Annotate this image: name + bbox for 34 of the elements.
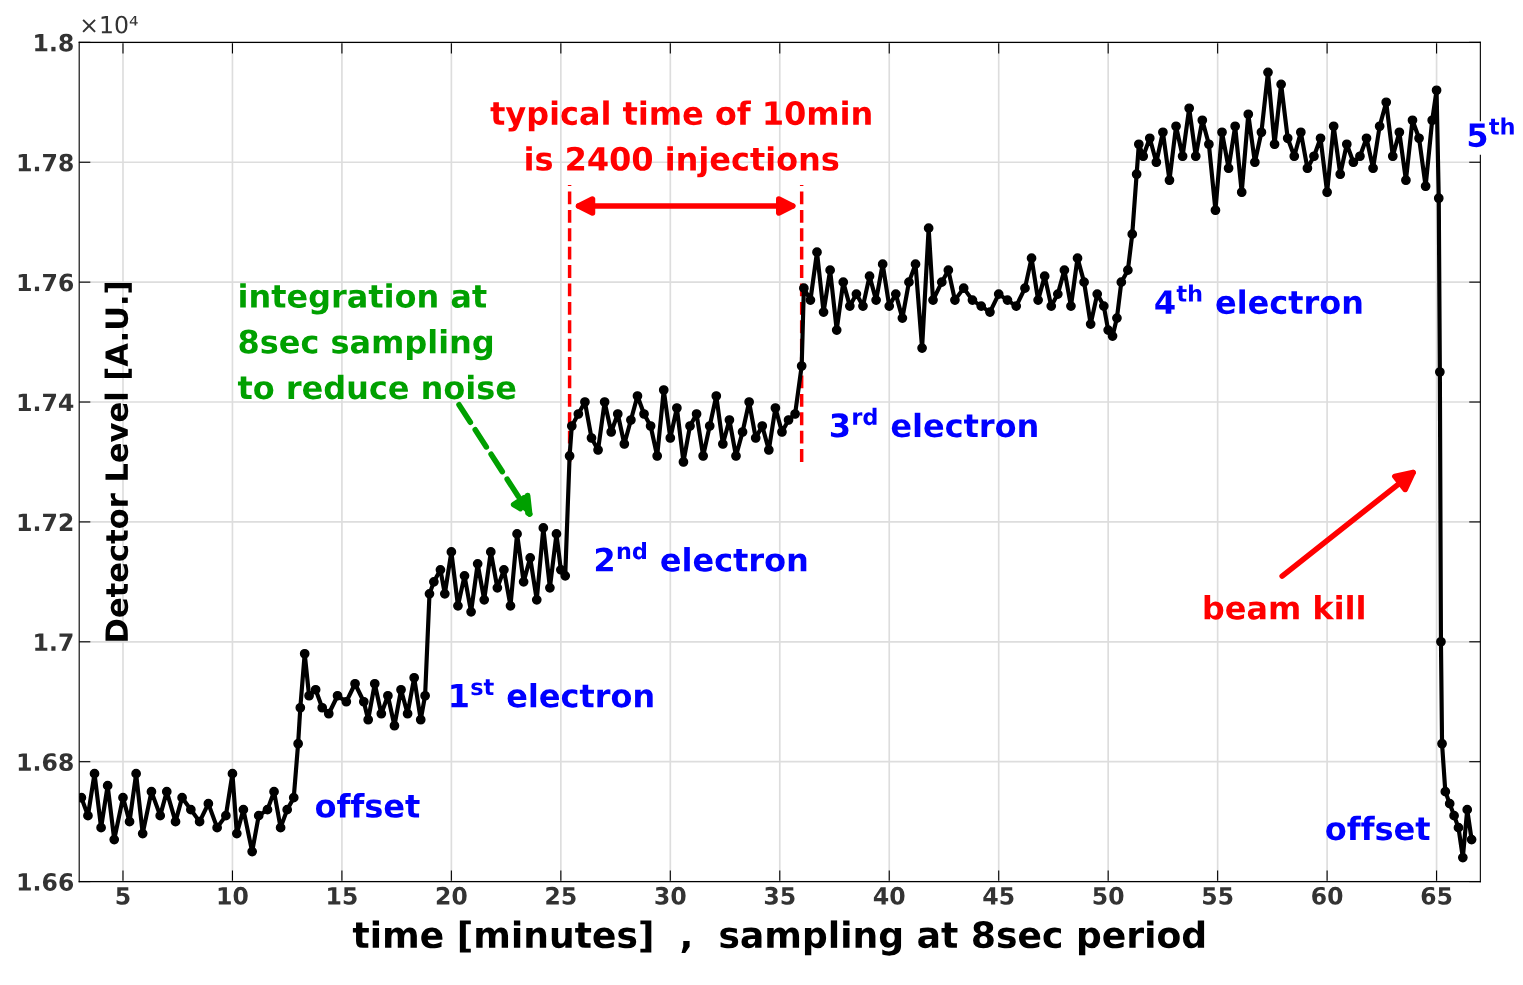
x-tick-label: 5 — [116, 887, 130, 905]
text: ×10⁴ — [82, 15, 138, 34]
x-tick-label: 50 — [1093, 886, 1124, 905]
x-tick-label: 60 — [1312, 886, 1343, 905]
annotation: offset — [315, 793, 420, 818]
y-tick-label: 1.68 — [18, 753, 73, 771]
x-tick-label: 30 — [655, 886, 686, 905]
annotation: typical time of 10min is 2400 injections — [490, 100, 871, 178]
y-tick-label: 1.8 — [35, 33, 73, 52]
x-tick-label: 35 — [764, 886, 795, 905]
x-tick-label: 45 — [983, 887, 1014, 905]
y-tick-label: 1.76 — [18, 273, 74, 292]
annotation: 1$^{st}$ electron — [451, 679, 653, 708]
annotation: 5$^{th}$ — [1468, 117, 1514, 148]
x-tick-label: 40 — [873, 886, 905, 905]
y-tick-label: 1.78 — [18, 153, 73, 172]
x-tick-label: 65 — [1421, 886, 1452, 905]
x-tick-label: 20 — [436, 886, 467, 905]
y-axis-title: Detector Level [A.U.] — [104, 283, 132, 641]
x-axis-title: time [minutes] , sampling at 8sec period — [352, 920, 1205, 956]
x-tick-label: 15 — [328, 887, 357, 905]
annotation: 4$^{th}$ electron — [1155, 284, 1362, 315]
y-tick-label: 1.72 — [18, 513, 73, 531]
x-tick-label: 55 — [1203, 887, 1233, 905]
annotation: 2$^{nd}$ electron — [595, 542, 807, 572]
annotation: integration at 8sec sampling to reduce noise — [237, 283, 516, 400]
annotation: 3$^{rd}$ electron — [830, 407, 1037, 438]
y-tick-label: 1.7 — [35, 633, 73, 651]
annotation: offset — [1326, 815, 1430, 841]
x-tick-label: 10 — [218, 886, 248, 905]
y-tick-label: 1.74 — [18, 393, 74, 411]
x-tick-label: 25 — [546, 886, 576, 905]
y-tick-label: 1.66 — [18, 873, 74, 891]
annotation: beam kill — [1204, 595, 1364, 620]
